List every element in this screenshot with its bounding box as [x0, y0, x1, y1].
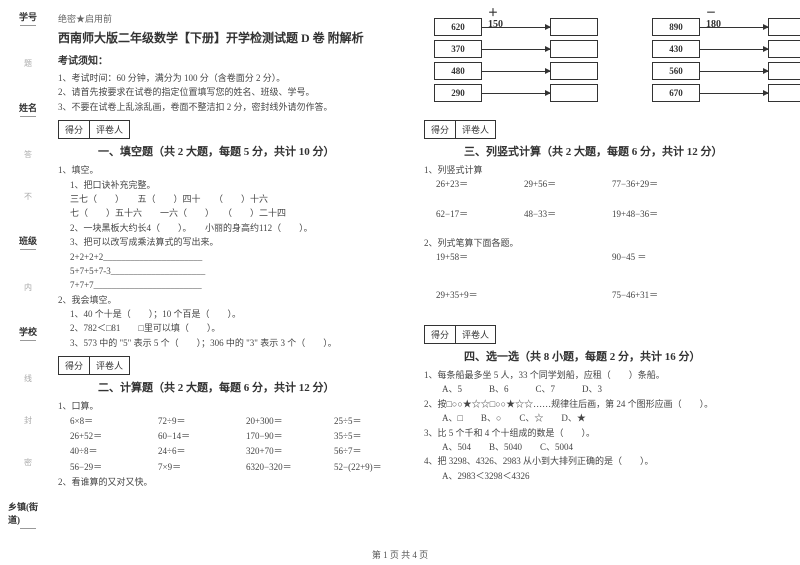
left-column: 绝密★启用前 西南师大版二年级数学【下册】开学检测试题 D 卷 附解析 考试须知… [50, 12, 416, 540]
empty-box [550, 40, 598, 58]
mc-line: A、□ B、○ C、☆ D、★ [424, 411, 774, 425]
mc-line: 4、把 3298、4326、2983 从小到大排列正确的是（ ）。 [424, 454, 774, 468]
mc-line: 2、按□○○★☆☆□○○★☆☆……规律往后画，第 24 个图形应画（ ）。 [424, 397, 774, 411]
q: 1、把口诀补充完整。 [58, 178, 408, 192]
sb-field: 学校 [19, 325, 37, 338]
page: 绝密★启用前 西南师大版二年级数学【下册】开学检测试题 D 卷 附解析 考试须知… [0, 0, 800, 540]
section-title-4: 四、选一选（共 8 小题，每题 2 分，共计 16 分） [464, 348, 774, 364]
arrow-diagram: ＋150 620 370 480 290 －180 890 430 560 67… [434, 18, 774, 102]
num-box: 890 [652, 18, 700, 36]
exam-title: 西南师大版二年级数学【下册】开学检测试题 D 卷 附解析 [58, 29, 408, 46]
q: 1、口算。 [58, 399, 408, 413]
q-line: 3、573 中的 "5" 表示 5 个（ ）；306 中的 "3" 表示 3 个… [58, 336, 408, 350]
mc-line: 3、比 5 个千和 4 个十组成的数是（ ）。 [424, 426, 774, 440]
empty-box [768, 84, 800, 102]
calc-row: 26+52＝60−14＝170−90＝35÷5＝ [70, 429, 408, 444]
section-title-3: 三、列竖式计算（共 2 大题，每题 6 分，共计 12 分） [464, 143, 774, 159]
score-cell: 得分 [425, 326, 456, 343]
calc-row: 29+35+9＝75−46+31＝ [436, 288, 774, 303]
score-box: 得分 评卷人 [424, 325, 496, 344]
q: 2、一块黑板大约长4（ ）。 小丽的身高约112（ ）。 [58, 221, 408, 235]
sb-field: 班级 [19, 234, 37, 247]
q: 3、把可以改写成乘法算式的写出来。 [58, 235, 408, 249]
num-box: 670 [652, 84, 700, 102]
calc-row: 56−29＝7×9＝6320−320＝52−(22+9)＝ [70, 460, 408, 475]
q-line: 2、782＜□81 □里可以填（ ）。 [58, 321, 408, 335]
secret-label: 绝密★启用前 [58, 12, 408, 25]
note: 3、不要在试卷上乱涂乱画，卷面不整洁扣 2 分，密封线外请勿作答。 [58, 100, 408, 114]
calc-row: 6×8＝72÷9＝20+300＝25÷5＝ [70, 414, 408, 429]
score-cell: 得分 [59, 121, 90, 138]
grader-cell: 评卷人 [456, 326, 495, 343]
blank-row: 七（ ）五十六 一六（ ） （ ）二十四 [58, 206, 408, 220]
num-box: 370 [434, 40, 482, 58]
expr: 5+7+5+7-3_____________________ [58, 264, 408, 278]
num-box: 560 [652, 62, 700, 80]
q-line: 1、40 个十是（ ）；10 个百是（ ）。 [58, 307, 408, 321]
num-box: 290 [434, 84, 482, 102]
mc-line: 1、每条船最多坐 5 人，33 个同学划船，应租（ ）条船。 [424, 368, 774, 382]
sb-field: 学号 [19, 10, 37, 23]
q: 2、看谁算的又对又快。 [58, 475, 408, 489]
empty-box [768, 18, 800, 36]
section-title-2: 二、计算题（共 2 大题，每题 6 分，共计 12 分） [98, 379, 408, 395]
num-box: 620 [434, 18, 482, 36]
sb-field: 姓名 [19, 101, 37, 114]
sb-mark: 答 [23, 150, 34, 160]
q: 1、列竖式计算 [424, 163, 774, 177]
sb-mark: 题 [23, 59, 34, 69]
empty-box [768, 62, 800, 80]
grader-cell: 评卷人 [90, 121, 129, 138]
sb-mark: 不 [23, 192, 34, 202]
expr: 2+2+2+2______________________ [58, 250, 408, 264]
calc-row: 62−17＝48−33＝19+48−36＝ [436, 207, 774, 222]
num-box: 480 [434, 62, 482, 80]
right-column: ＋150 620 370 480 290 －180 890 430 560 67… [416, 12, 782, 540]
blank-row: 三七（ ） 五（ ）四十 （ ）十六 [58, 192, 408, 206]
empty-box [550, 62, 598, 80]
calc-row: 19+58＝90−45 ＝ [436, 250, 774, 265]
num-box: 430 [652, 40, 700, 58]
score-box: 得分 评卷人 [58, 356, 130, 375]
sb-mark: 线 [23, 374, 34, 384]
page-footer: 第 1 页 共 4 页 [0, 548, 800, 561]
note: 1、考试时间：60 分钟，满分为 100 分（含卷面分 2 分）。 [58, 71, 408, 85]
q: 2、列式笔算下面各题。 [424, 236, 774, 250]
section-title-1: 一、填空题（共 2 大题，每题 5 分，共计 10 分） [98, 143, 408, 159]
sb-mark: 封 [23, 416, 34, 426]
mc-line: A、2983＜3298＜4326 [424, 469, 774, 483]
note: 2、请首先按要求在试卷的指定位置填写您的姓名、班级、学号。 [58, 85, 408, 99]
q: 1、填空。 [58, 163, 408, 177]
binding-sidebar: 学号 题 姓名 答 不 班级 内 学校 线 封 密 乡镇(街道) [8, 10, 48, 530]
sb-mark: 密 [23, 458, 34, 468]
sb-mark: 内 [23, 283, 34, 293]
diagram-right: －180 890 430 560 670 [652, 18, 700, 102]
score-cell: 得分 [59, 357, 90, 374]
calc-row: 26+23＝29+56＝77−36+29＝ [436, 177, 774, 192]
score-box: 得分 评卷人 [424, 120, 496, 139]
grader-cell: 评卷人 [456, 121, 495, 138]
empty-box [550, 18, 598, 36]
mc-line: A、504 B、5040 C、5004 [424, 440, 774, 454]
diagram-left: ＋150 620 370 480 290 [434, 18, 482, 102]
sb-field: 乡镇(街道) [8, 500, 48, 526]
empty-box [768, 40, 800, 58]
score-cell: 得分 [425, 121, 456, 138]
grader-cell: 评卷人 [90, 357, 129, 374]
expr: 7+7+7________________________ [58, 278, 408, 292]
empty-box [550, 84, 598, 102]
mc-line: A、5 B、6 C、7 D、3 [424, 382, 774, 396]
notice-head: 考试须知： [58, 52, 408, 67]
q: 2、我会填空。 [58, 293, 408, 307]
score-box: 得分 评卷人 [58, 120, 130, 139]
calc-row: 40÷8＝24÷6＝320+70＝56÷7＝ [70, 444, 408, 459]
